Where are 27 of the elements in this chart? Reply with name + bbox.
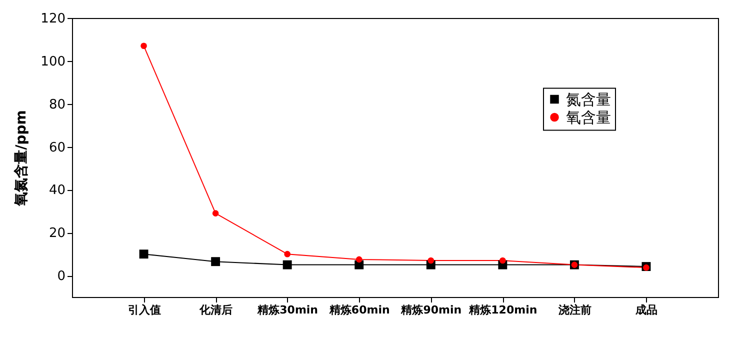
y-tick-label: 20	[48, 226, 66, 242]
legend-label: 氧含量	[566, 108, 611, 126]
y-tick-label: 120	[40, 12, 66, 26]
x-tick-label: 引入值	[128, 304, 161, 316]
y-axis-title: 氧氮含量/ppm	[14, 110, 30, 207]
y-tick-label: 100	[40, 54, 66, 70]
point	[284, 250, 290, 258]
point	[356, 256, 362, 263]
x-tick-label: 化清后	[198, 304, 233, 316]
x-tick-label: 精炼90min	[400, 304, 462, 316]
point	[211, 257, 220, 266]
y-tick-label: 0	[57, 269, 66, 284]
point	[428, 257, 434, 264]
y-tick-label: 40	[48, 183, 66, 198]
y-tick-label: 60	[48, 140, 66, 156]
point	[212, 210, 219, 216]
x-tick-label: 精炼60min	[328, 304, 390, 316]
x-tick-label: 精炼30min	[256, 304, 318, 316]
point	[140, 42, 147, 50]
point	[282, 260, 292, 270]
x-tick-label: 成品	[634, 304, 658, 316]
x-tick-label: 浇注前	[557, 304, 592, 316]
x-tick-label: 精炼120min	[468, 304, 538, 316]
point	[500, 257, 506, 264]
point	[139, 250, 148, 259]
legend-label: 氮含量	[566, 90, 611, 108]
y-tick-label: 80	[48, 97, 66, 112]
